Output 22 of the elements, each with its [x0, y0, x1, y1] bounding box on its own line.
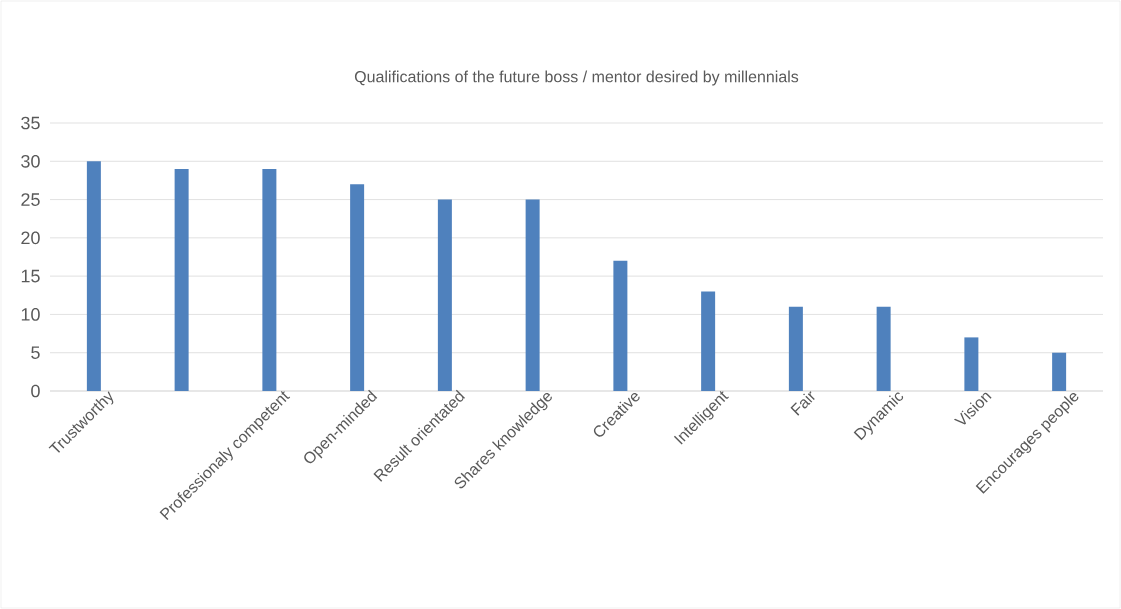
bar	[86, 161, 101, 391]
bar	[964, 337, 979, 391]
bar	[788, 306, 803, 391]
y-tick-label: 15	[21, 269, 40, 283]
bar	[174, 168, 189, 391]
chart-title: Qualifications of the future boss / mentor desired by millennials	[354, 70, 799, 86]
y-tick-label: 20	[21, 231, 40, 245]
bar	[350, 184, 365, 391]
bar	[876, 306, 891, 391]
y-tick-label: 25	[21, 193, 40, 206]
x-tick-label: Fair	[790, 391, 815, 416]
bar	[1052, 352, 1067, 391]
y-tick-label: 10	[21, 308, 40, 321]
y-tick-label: 0	[31, 384, 40, 398]
y-tick-label: 5	[31, 346, 40, 359]
y-tick-label: 30	[21, 154, 40, 168]
bar	[525, 199, 540, 391]
bar	[437, 199, 452, 391]
bar	[613, 260, 628, 391]
y-tick-label: 35	[21, 116, 40, 130]
bar	[701, 291, 716, 391]
bar	[262, 168, 277, 391]
